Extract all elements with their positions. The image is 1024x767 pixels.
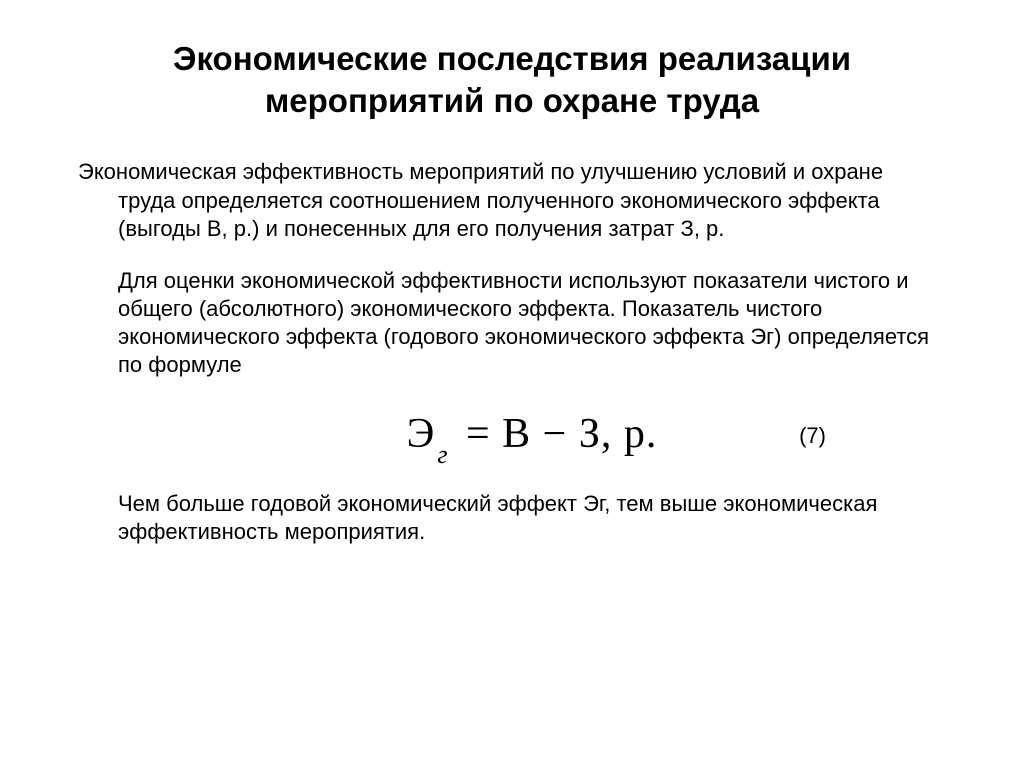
formula-rhs: В − З, р. (502, 411, 657, 457)
title-line-2: мероприятий по охране труда (265, 82, 759, 119)
formula-lhs-base: Э (407, 411, 436, 457)
formula-lhs-sub: г (437, 440, 448, 469)
paragraph-3: Чем больше годовой экономический эффект … (118, 490, 946, 546)
paragraph-1: Экономическая эффективность мероприятий … (118, 158, 946, 242)
paragraph-2: Для оценки экономической эффективности и… (118, 267, 946, 380)
formula: Эг = В − З, р. (407, 408, 658, 465)
body-text: Экономическая эффективность мероприятий … (78, 158, 946, 545)
title-line-1: Экономические последствия реализации (173, 40, 851, 77)
slide: Экономические последствия реализации мер… (0, 0, 1024, 767)
formula-eq: = (454, 411, 502, 457)
formula-row: Эг = В − З, р. (7) (118, 404, 946, 470)
equation-number: (7) (799, 422, 826, 450)
slide-title: Экономические последствия реализации мер… (78, 38, 946, 122)
